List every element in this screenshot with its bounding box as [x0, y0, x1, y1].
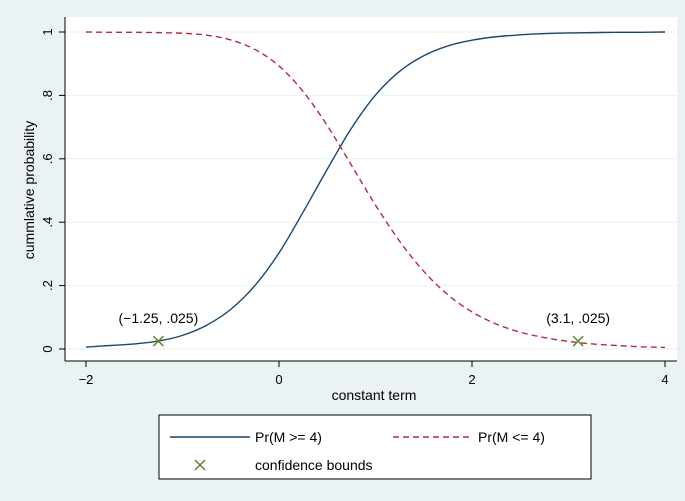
x-tick-label: 2: [468, 372, 475, 387]
legend: Pr(M >= 4) Pr(M <= 4) confidence bounds: [170, 429, 545, 473]
y-tick-label: .8: [40, 90, 55, 101]
confidence-bound-marker-2: [572, 335, 584, 347]
x-ticks: −2 0 2 4: [79, 361, 669, 387]
series-line-2: [85, 31, 666, 349]
y-tick-label: .6: [40, 153, 55, 164]
x-axis-title: constant term: [332, 387, 417, 403]
confidence-bound-label-1: (−1.25, .025): [118, 310, 198, 326]
legend-label-3: confidence bounds: [255, 457, 373, 473]
y-ticks: 0 .2 .4 .6 .8 1: [40, 28, 65, 353]
y-tick-label: 1: [40, 28, 55, 35]
x-tick-label: −2: [79, 372, 94, 387]
legend-box: [158, 414, 592, 480]
legend-label-2: Pr(M <= 4): [478, 429, 545, 445]
series-layer: [85, 31, 666, 349]
marker-stroke: [194, 459, 206, 471]
marker-stroke: [152, 335, 164, 347]
y-axis-title: cummlative probability: [21, 121, 37, 260]
marker-layer: (−1.25, .025) (3.1, .025): [118, 310, 610, 347]
x-tick-label: 0: [275, 372, 282, 387]
plot-background: [65, 17, 677, 361]
grid: [65, 31, 677, 350]
confidence-bound-marker-1: [152, 335, 164, 347]
y-tick-label: 0: [40, 345, 55, 352]
legend-swatch-3: [194, 459, 206, 471]
confidence-bound-label-2: (3.1, .025): [546, 310, 610, 326]
y-tick-label: .4: [40, 217, 55, 228]
legend-label-1: Pr(M >= 4): [255, 429, 322, 445]
x-tick-label: 4: [661, 372, 668, 387]
marker-stroke: [572, 335, 584, 347]
series-line-1: [85, 31, 666, 348]
y-tick-label: .2: [40, 280, 55, 291]
